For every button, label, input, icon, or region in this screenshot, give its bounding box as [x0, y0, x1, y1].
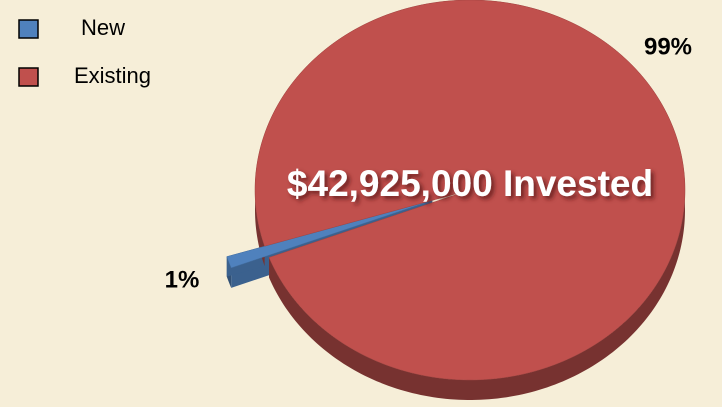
- data-label: 1%: [165, 266, 200, 293]
- legend-label: New: [81, 15, 125, 40]
- legend-swatch: [18, 67, 39, 87]
- legend-label: Existing: [74, 63, 151, 88]
- data-label: 99%: [644, 33, 692, 60]
- annotation: $42,925,000 Invested: [287, 163, 653, 204]
- slice: [254, 0, 686, 381]
- legend-swatch: [18, 19, 39, 39]
- slice: [226, 200, 433, 269]
